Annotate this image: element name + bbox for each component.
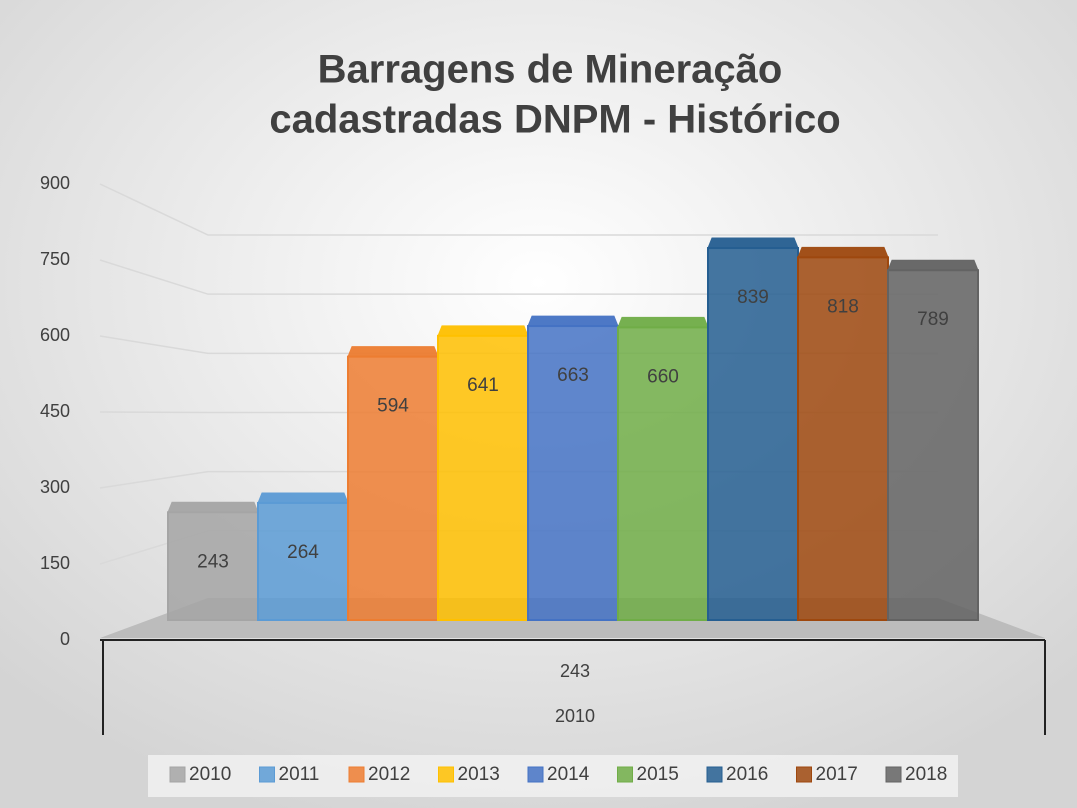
legend-label: 2018 [905, 764, 947, 785]
bar-top [617, 316, 709, 328]
y-tick-label: 450 [40, 401, 70, 421]
legend-label: 2012 [368, 764, 410, 785]
legend-swatch [438, 766, 454, 783]
bar [707, 247, 799, 621]
legend-label: 2015 [637, 764, 679, 785]
bar [617, 326, 709, 621]
bar-top [527, 315, 619, 327]
grid-line [99, 183, 938, 236]
y-tick-label: 600 [40, 325, 70, 345]
legend-swatch [259, 766, 275, 783]
bar-top [347, 346, 439, 358]
value-label: 594 [377, 396, 409, 417]
bar-top [887, 259, 979, 271]
value-label: 641 [467, 375, 499, 396]
grid-line [99, 259, 938, 295]
chart-title: Barragens de Mineração [318, 48, 783, 92]
y-tick-label: 900 [40, 173, 70, 193]
legend-swatch [796, 766, 812, 783]
value-label: 660 [647, 366, 679, 387]
bar-top [257, 492, 349, 504]
legend-swatch [348, 766, 365, 783]
value-label: 789 [917, 309, 949, 330]
legend-swatch [527, 766, 544, 783]
bar-top [707, 237, 799, 249]
legend-label: 2014 [547, 764, 590, 785]
value-label: 839 [737, 287, 769, 308]
legend-label: 2017 [816, 764, 858, 785]
bar [437, 334, 529, 621]
y-tick-label: 300 [40, 477, 70, 497]
value-label: 243 [197, 551, 229, 572]
legend-swatch [885, 766, 902, 783]
legend-swatch [617, 766, 633, 783]
legend-label: 2016 [726, 764, 768, 785]
legend-label: 2013 [458, 764, 500, 785]
value-label: 818 [827, 296, 859, 317]
legend-label: 2010 [189, 764, 231, 785]
value-label: 264 [287, 542, 319, 563]
legend-swatch [706, 766, 723, 783]
x-group-label: 2010 [555, 706, 595, 726]
bar-top [167, 501, 259, 513]
legend [148, 755, 958, 797]
legend-label: 2011 [279, 764, 320, 785]
bar-top [437, 325, 529, 337]
bar-top [797, 246, 889, 258]
y-tick-label: 150 [40, 553, 70, 573]
x-tick-label: 243 [560, 661, 590, 681]
legend-swatch [169, 766, 186, 783]
y-tick-label: 750 [40, 249, 70, 269]
value-label: 663 [557, 365, 589, 386]
y-tick-label: 0 [60, 629, 70, 649]
bar [887, 269, 979, 621]
chart-title: cadastradas DNPM - Histórico [269, 98, 840, 142]
bar [527, 325, 619, 621]
